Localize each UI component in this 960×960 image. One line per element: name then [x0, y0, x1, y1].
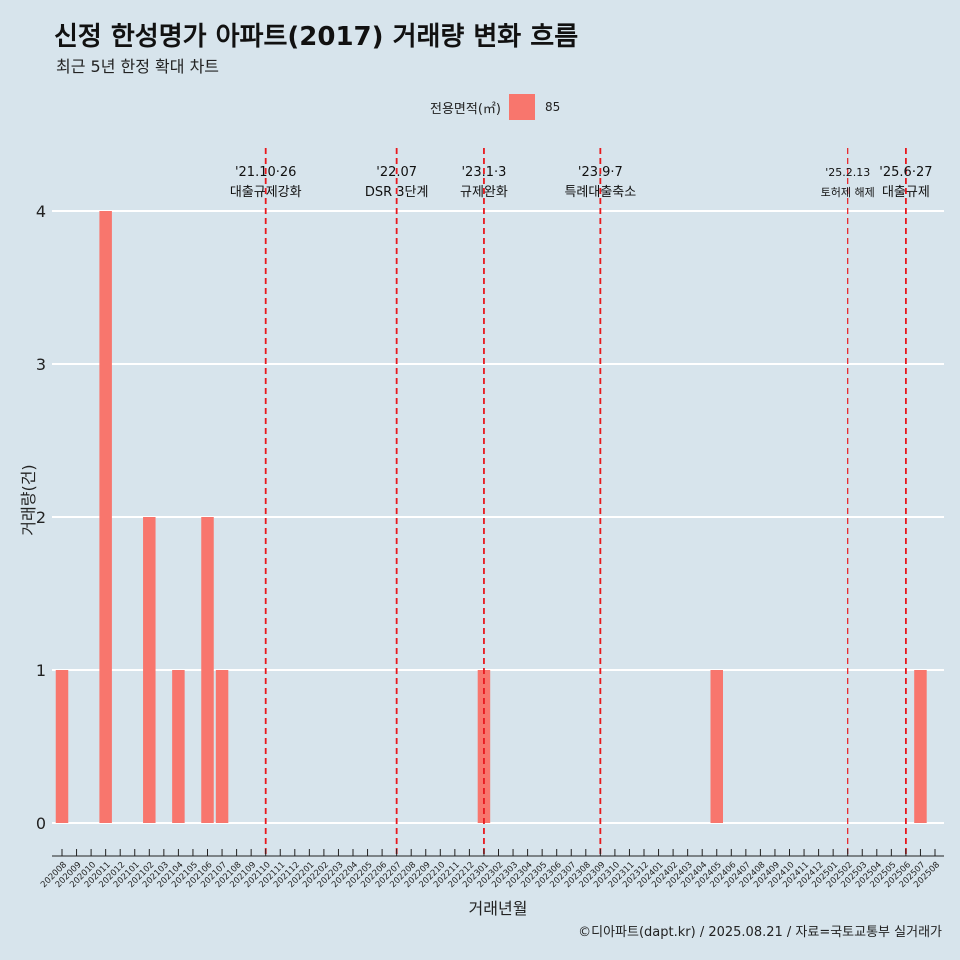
bar-202008: [55, 670, 69, 823]
bar-202102: [143, 517, 156, 823]
event-date-label-2: '23.1·3: [461, 165, 506, 180]
legend: 전용면적(㎡) 85: [430, 93, 560, 121]
bar-202011: [99, 211, 112, 823]
event-date-label-4: '25.2.13: [825, 166, 870, 179]
x-axis-title: 거래년월: [469, 899, 528, 918]
event-desc-label-4: 토허제 해제: [821, 185, 875, 199]
bar-202405: [710, 670, 723, 823]
source-caption: ©디아파트(dapt.kr) / 2025.08.21 / 자료=국토교통부 실…: [578, 925, 942, 940]
legend-title: 전용면적(㎡): [430, 101, 501, 117]
bar-202107: [215, 670, 229, 823]
legend-label-85: 85: [544, 100, 561, 114]
event-date-label-3: '23.9·7: [578, 165, 623, 180]
event-desc-label-3: 특례대출축소: [564, 185, 636, 200]
chart-subtitle: 최근 5년 한정 확대 차트: [56, 57, 220, 76]
bar-202301: [477, 670, 491, 823]
legend-key-85: [508, 94, 535, 120]
bar-202106: [201, 517, 214, 823]
chart-title: 신정 한성명가 아파트(2017) 거래량 변화 흐름: [54, 22, 579, 52]
y-axis-title: 거래량(건): [19, 464, 38, 535]
event-desc-label-0: 대출규제강화: [230, 185, 302, 200]
y-tick-label-1: 1: [36, 661, 46, 680]
y-tick-label-4: 4: [36, 202, 46, 221]
event-desc-label-2: 규제완화: [460, 185, 508, 200]
bar-202507: [914, 670, 927, 823]
y-tick-label-2: 2: [36, 508, 46, 527]
y-tick-label-0: 0: [36, 814, 46, 833]
event-desc-label-5: 대출규제: [882, 185, 930, 200]
event-date-label-5: '25.6·27: [879, 165, 932, 180]
event-date-label-0: '21.10·26: [235, 165, 296, 180]
event-date-label-1: '22.07: [376, 165, 417, 180]
bar-202104: [172, 670, 185, 823]
y-tick-label-3: 3: [36, 355, 46, 374]
event-desc-label-1: DSR 3단계: [365, 185, 429, 200]
